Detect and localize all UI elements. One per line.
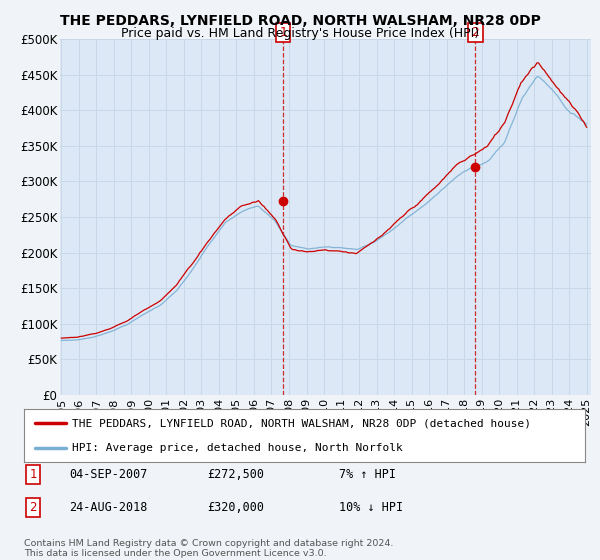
Text: THE PEDDARS, LYNFIELD ROAD, NORTH WALSHAM, NR28 0DP (detached house): THE PEDDARS, LYNFIELD ROAD, NORTH WALSHA…	[71, 418, 530, 428]
Text: £272,500: £272,500	[207, 468, 264, 480]
Text: 7% ↑ HPI: 7% ↑ HPI	[339, 468, 396, 480]
Text: 2: 2	[29, 501, 37, 514]
Text: THE PEDDARS, LYNFIELD ROAD, NORTH WALSHAM, NR28 0DP: THE PEDDARS, LYNFIELD ROAD, NORTH WALSHA…	[59, 14, 541, 28]
Text: 04-SEP-2007: 04-SEP-2007	[69, 468, 148, 480]
Text: 1: 1	[279, 26, 287, 39]
Text: Contains HM Land Registry data © Crown copyright and database right 2024.
This d: Contains HM Land Registry data © Crown c…	[24, 539, 394, 558]
Text: 10% ↓ HPI: 10% ↓ HPI	[339, 501, 403, 514]
Text: 2: 2	[472, 26, 479, 39]
Text: Price paid vs. HM Land Registry's House Price Index (HPI): Price paid vs. HM Land Registry's House …	[121, 27, 479, 40]
Text: HPI: Average price, detached house, North Norfolk: HPI: Average price, detached house, Nort…	[71, 442, 403, 452]
Text: £320,000: £320,000	[207, 501, 264, 514]
Text: 24-AUG-2018: 24-AUG-2018	[69, 501, 148, 514]
Text: 1: 1	[29, 468, 37, 480]
